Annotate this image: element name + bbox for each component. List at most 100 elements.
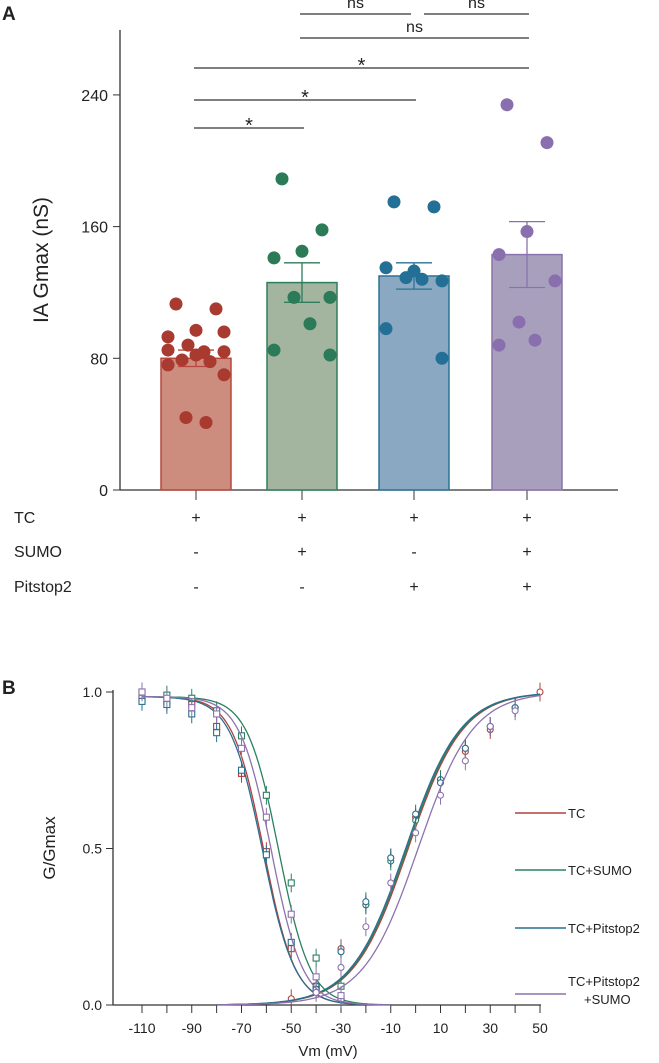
data-point [275, 172, 289, 186]
x-axis-title-b: Vm (mV) [298, 1043, 357, 1060]
data-point [387, 195, 401, 209]
data-point [303, 317, 317, 331]
data-point [217, 325, 231, 339]
legend-label: TC+Pitstop2 [568, 921, 640, 936]
series-1: TC+SUMO [138, 682, 632, 1006]
condition-label-pitstop2: Pitstop2 [14, 579, 72, 596]
bar-TC+Pitstop2+SUMO [491, 253, 563, 491]
condition-sign: + [522, 544, 531, 561]
data-point [323, 290, 337, 304]
data-point [315, 223, 329, 237]
circle-marker [412, 829, 420, 837]
bar-TC [160, 357, 232, 491]
condition-sign: + [409, 579, 418, 596]
circle-marker [486, 722, 494, 730]
x-tick-label-b: -50 [281, 1020, 301, 1036]
circle-marker [412, 810, 420, 818]
significance-label: ns [347, 0, 364, 12]
square-marker [138, 688, 146, 696]
y-axis-title-a: IA Gmax (nS) [30, 197, 53, 323]
data-point [217, 345, 231, 359]
data-point [179, 411, 193, 425]
circle-marker [387, 879, 395, 887]
panel-label-b: B [2, 678, 16, 699]
x-tick-label-b: 30 [482, 1020, 498, 1036]
condition-label-tc: TC [14, 510, 35, 527]
data-point [323, 348, 337, 362]
bar-TC+SUMO [266, 281, 338, 491]
x-tick-label-b: -10 [381, 1020, 401, 1036]
bar-group-2 [378, 195, 450, 500]
data-point [379, 322, 393, 336]
y-axis-title-b: G/Gmax [40, 816, 59, 880]
data-point [189, 323, 203, 337]
bar-group-3 [491, 98, 563, 500]
data-point [427, 200, 441, 214]
y-tick-label-a: 240 [81, 88, 108, 105]
condition-sign: - [193, 544, 198, 561]
series-3: TC+Pitstop2 +SUMO [138, 682, 640, 1007]
condition-sign: + [297, 510, 306, 527]
bar-group-1 [266, 172, 338, 500]
data-point [161, 343, 175, 357]
legend-label: TC+SUMO [568, 863, 632, 878]
square-marker [262, 851, 270, 859]
significance-label: * [245, 115, 253, 137]
y-tick-label-a: 0 [99, 483, 108, 500]
y-tick-label-b: 0.5 [83, 841, 103, 857]
y-tick-label-b: 1.0 [83, 684, 103, 700]
y-tick-label-a: 160 [81, 220, 108, 237]
data-point [267, 251, 281, 265]
circle-marker [312, 988, 320, 997]
condition-label-sumo: SUMO [14, 544, 62, 561]
data-point [175, 353, 189, 367]
panel-label-a: A [2, 4, 16, 25]
data-point [415, 272, 429, 286]
square-marker [237, 744, 246, 752]
data-point [520, 225, 534, 239]
circle-marker [387, 854, 395, 862]
square-marker [262, 791, 270, 799]
data-point [399, 271, 413, 285]
condition-sign: - [411, 544, 416, 561]
x-tick-label-b: -70 [231, 1020, 251, 1036]
data-point [169, 297, 183, 311]
data-point [548, 274, 562, 288]
condition-sign: + [191, 510, 200, 527]
square-marker [287, 879, 295, 887]
data-point [540, 136, 554, 150]
activation-fit [216, 693, 541, 1006]
significance-label: ns [468, 0, 485, 12]
square-marker [213, 729, 221, 737]
data-point [181, 338, 195, 352]
square-marker [287, 910, 295, 918]
series-0: TC [138, 682, 585, 1009]
condition-sign: + [522, 579, 531, 596]
data-point [189, 348, 203, 362]
series-2: TC+Pitstop2 [138, 692, 640, 1009]
circle-marker [436, 791, 445, 799]
significance-label: * [358, 55, 366, 77]
square-marker [237, 766, 246, 774]
data-point [287, 290, 301, 304]
square-marker [312, 954, 320, 962]
circle-marker [337, 948, 345, 956]
data-point [295, 244, 309, 258]
square-marker [262, 813, 270, 821]
x-tick-label-b: -110 [129, 1020, 156, 1036]
bar-TC+Pitstop2 [378, 275, 450, 491]
data-point [492, 248, 506, 262]
x-tick-label-b: -30 [331, 1020, 351, 1036]
significance-label: ns [406, 19, 423, 36]
circle-marker [362, 898, 370, 906]
circle-marker [511, 707, 519, 715]
data-point [512, 315, 526, 329]
y-tick-label-b: 0.0 [83, 997, 103, 1013]
data-point [379, 261, 393, 275]
circle-marker [362, 923, 370, 931]
square-marker [188, 704, 196, 712]
significance-label: * [301, 87, 309, 109]
square-marker [213, 710, 221, 718]
circle-marker [461, 744, 469, 752]
legend-label: TC [568, 806, 585, 821]
